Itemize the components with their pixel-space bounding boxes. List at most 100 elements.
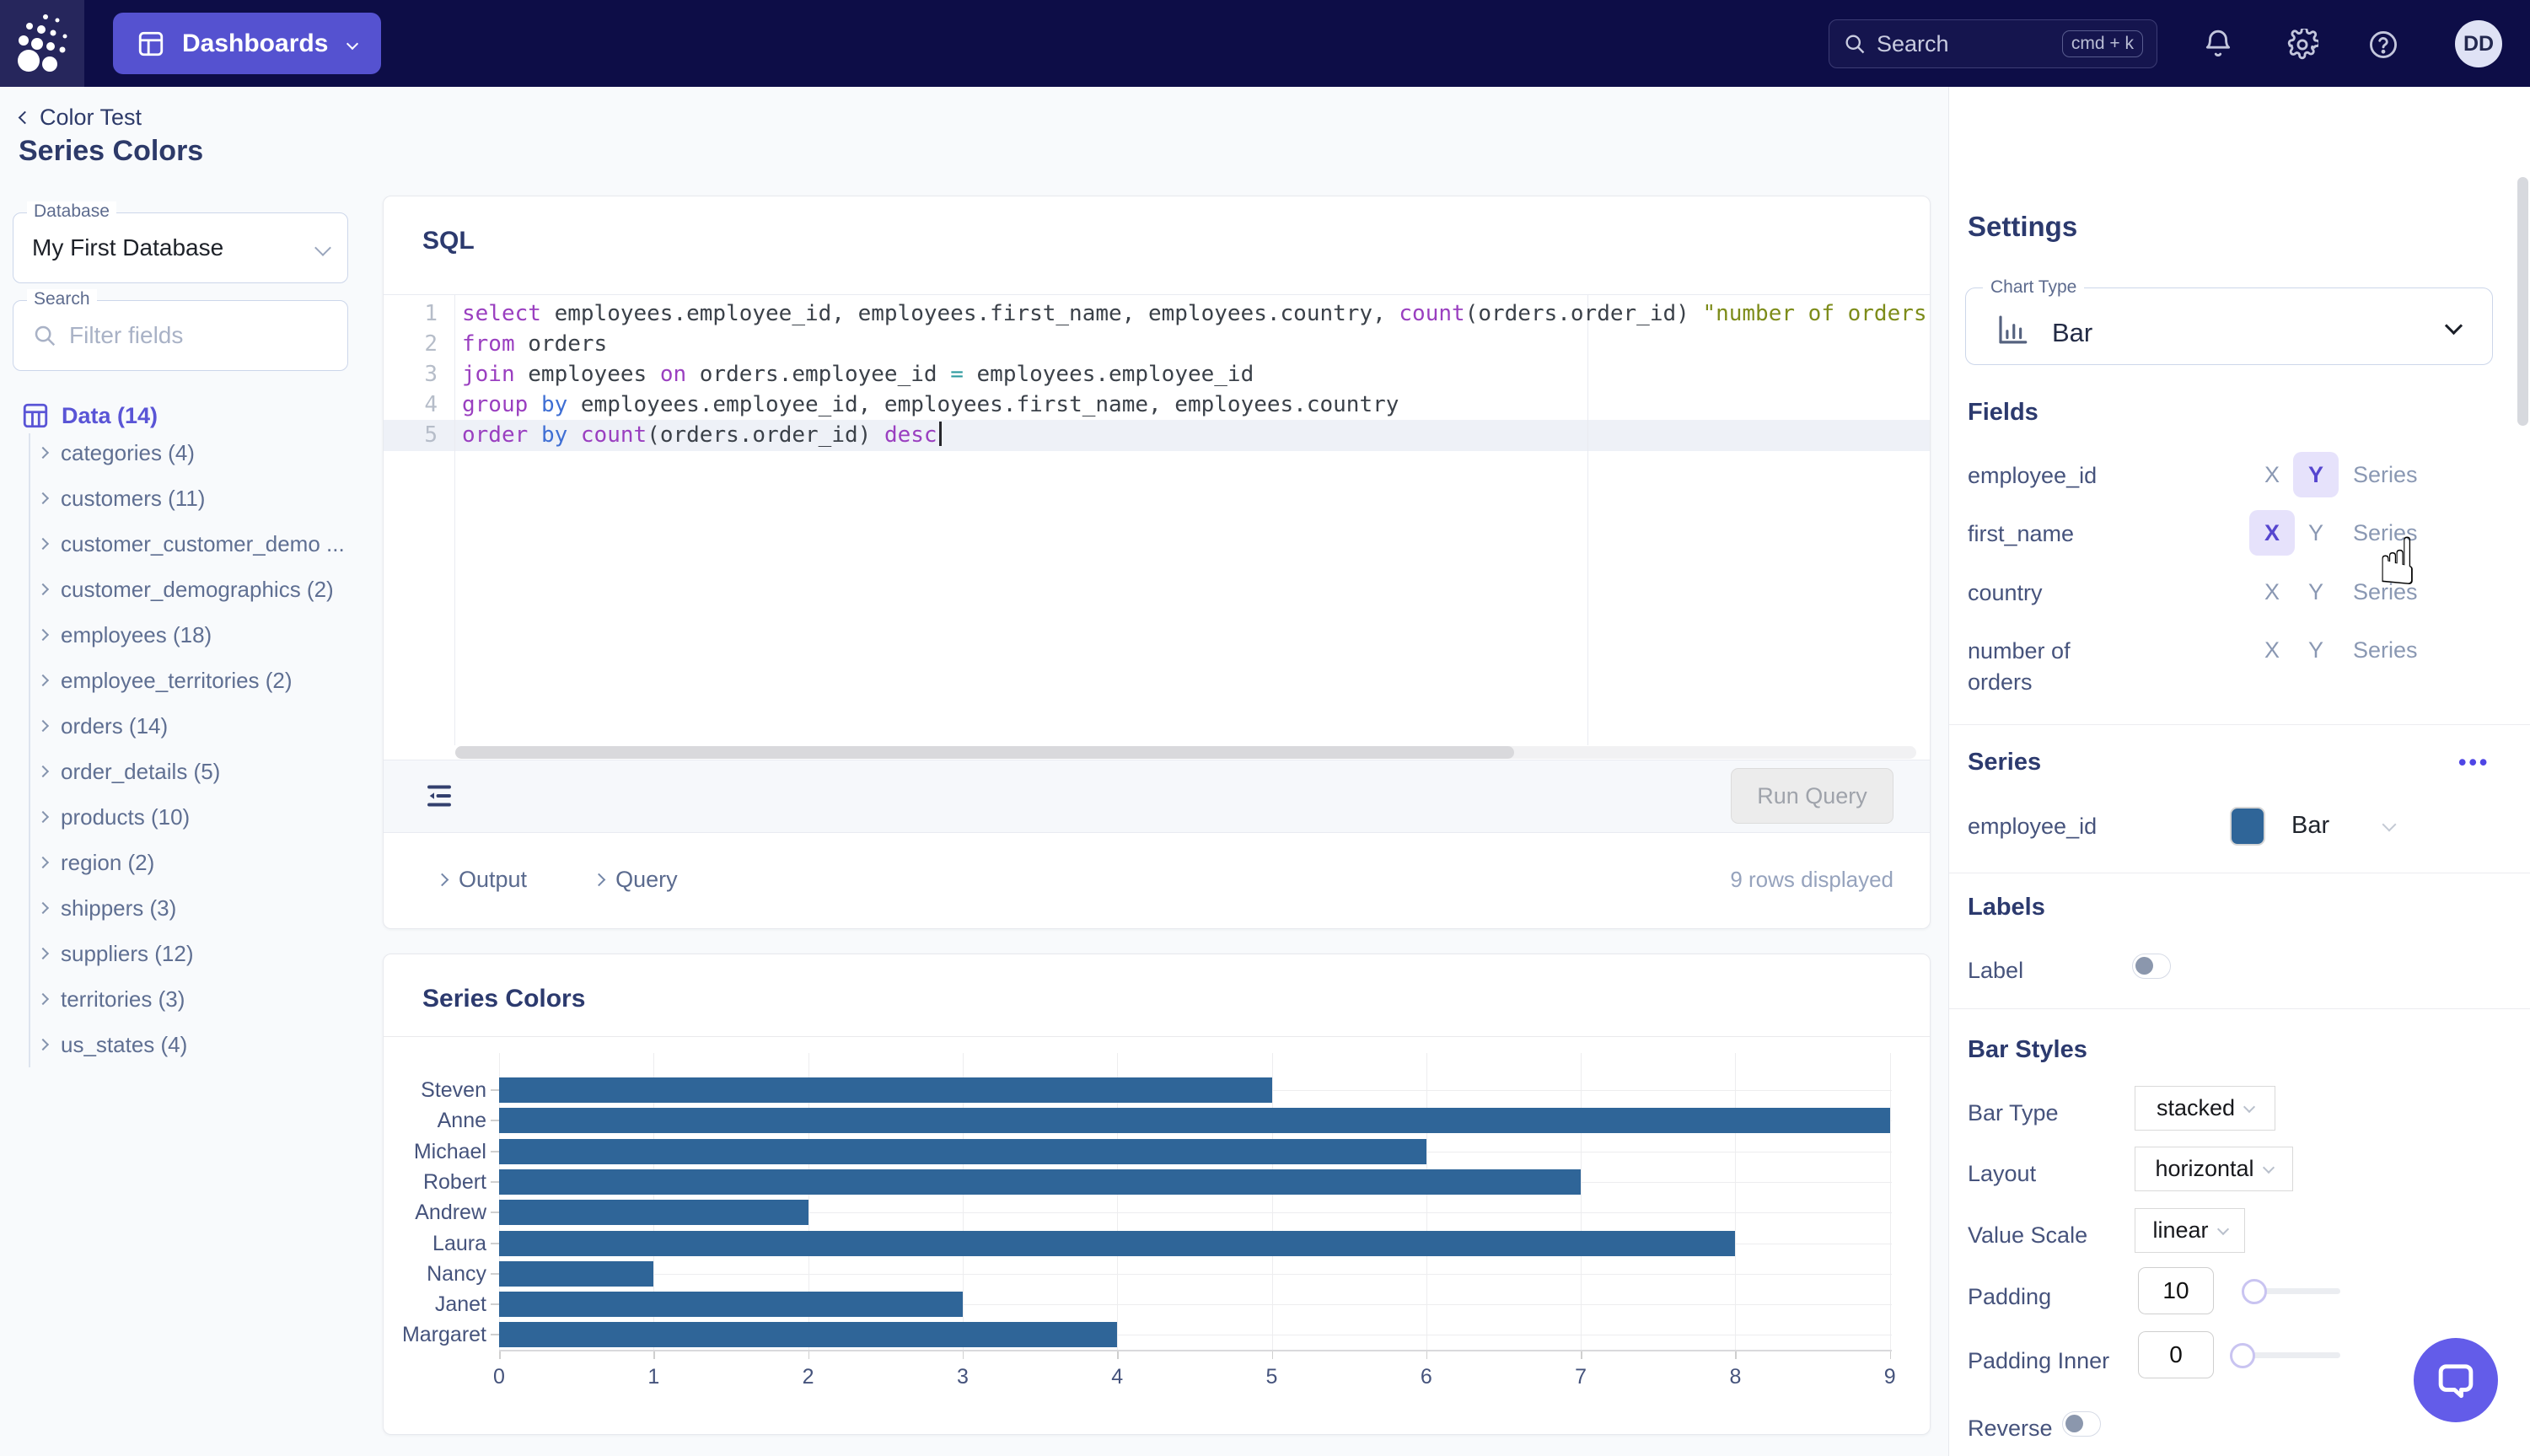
axis-toggle-y[interactable]: Y xyxy=(2293,569,2339,615)
breadcrumb-back-link[interactable]: Color Test xyxy=(20,105,142,131)
x-axis-line xyxy=(499,1350,1892,1351)
padding-inner-slider-track[interactable] xyxy=(2243,1352,2340,1358)
field-name-first_name: first_name xyxy=(1968,518,2119,550)
sidebar-data-root[interactable]: Data (14) xyxy=(21,401,158,430)
editor-toolbar: Run Query xyxy=(384,760,1930,833)
axis-toggle-x[interactable]: X xyxy=(2249,627,2295,673)
chat-support-button[interactable] xyxy=(2414,1338,2498,1422)
dashboards-menu-button[interactable]: Dashboards xyxy=(113,13,381,74)
bar-margaret[interactable] xyxy=(499,1322,1117,1347)
section-divider xyxy=(1949,724,2530,725)
axis-toggle-y[interactable]: Y xyxy=(2293,452,2339,497)
sql-code-editor[interactable]: 12345 select employees.employee_id, empl… xyxy=(384,294,1930,745)
sidebar-table-item[interactable]: region (2) xyxy=(39,840,154,885)
sidebar-table-item[interactable]: customer_demographics (2) xyxy=(39,567,334,612)
axis-toggle-series[interactable]: Series xyxy=(2353,452,2418,497)
bar-nancy[interactable] xyxy=(499,1261,653,1287)
run-query-button[interactable]: Run Query xyxy=(1731,768,1893,824)
sidebar-table-item[interactable]: customers (11) xyxy=(39,475,205,521)
chat-bubble-icon xyxy=(2434,1358,2478,1402)
label-toggle[interactable] xyxy=(2132,954,2171,979)
series-section-title: Series xyxy=(1968,749,2041,776)
output-section-toggle[interactable]: Output xyxy=(438,867,527,893)
global-search-input[interactable]: Search cmd + k xyxy=(1829,19,2157,68)
user-avatar[interactable]: DD xyxy=(2455,20,2502,67)
chevron-right-icon xyxy=(37,674,49,686)
page-title: Series Colors xyxy=(19,135,203,168)
sidebar-table-item[interactable]: customer_customer_demo ... xyxy=(39,521,345,567)
layout-value: horizontal xyxy=(2155,1156,2253,1182)
help-icon[interactable] xyxy=(2367,29,2401,62)
notifications-bell-icon[interactable] xyxy=(2202,29,2236,62)
layout-select[interactable]: horizontal xyxy=(2135,1147,2293,1191)
text-caret xyxy=(939,422,942,446)
x-axis-tick-label: 2 xyxy=(783,1365,834,1389)
bar-chart-icon xyxy=(1995,312,2030,347)
code-token: "number of orders" xyxy=(1702,301,1930,326)
padding-inner-input[interactable]: 0 xyxy=(2138,1331,2214,1378)
sidebar-table-item[interactable]: shippers (3) xyxy=(39,885,176,931)
x-axis-tick xyxy=(1581,1351,1582,1359)
toggle-knob xyxy=(2065,1415,2083,1432)
chevron-down-icon xyxy=(346,37,358,49)
sidebar-table-item[interactable]: categories (4) xyxy=(39,430,195,475)
panel-scrollbar-thumb[interactable] xyxy=(2517,177,2528,426)
axis-toggle-x[interactable]: X xyxy=(2249,510,2295,556)
sidebar-table-item[interactable]: employees (18) xyxy=(39,612,212,658)
editor-horizontal-scrollbar[interactable] xyxy=(455,746,1916,759)
sidebar-table-item[interactable]: us_states (4) xyxy=(39,1022,187,1067)
series-color-swatch[interactable] xyxy=(2230,807,2265,846)
app-logo[interactable] xyxy=(0,0,84,87)
chart-type-label: Chart Type xyxy=(1983,277,2084,298)
mouse-cursor: ☝ xyxy=(2377,524,2418,600)
bar-type-select[interactable]: stacked xyxy=(2135,1086,2275,1131)
bar-robert[interactable] xyxy=(499,1169,1581,1195)
bar-steven[interactable] xyxy=(499,1077,1272,1103)
code-token: orders.employee_id xyxy=(686,362,950,387)
axis-toggle-y[interactable]: Y xyxy=(2293,627,2339,673)
top-nav-bar: Dashboards Search cmd + k DD xyxy=(0,0,2530,87)
database-select-label: Database xyxy=(27,201,116,222)
axis-toggle-series[interactable]: Series xyxy=(2353,627,2418,673)
bar-andrew[interactable] xyxy=(499,1200,808,1225)
bar-anne[interactable] xyxy=(499,1108,1890,1133)
bar-laura[interactable] xyxy=(499,1231,1735,1256)
series-menu-icon[interactable]: ••• xyxy=(2458,749,2490,776)
fields-section-title: Fields xyxy=(1968,399,2039,427)
x-axis-tick xyxy=(963,1351,964,1359)
category-label: Laura xyxy=(385,1232,486,1256)
category-label: Steven xyxy=(385,1078,486,1103)
bar-janet[interactable] xyxy=(499,1292,963,1317)
sidebar-table-item[interactable]: orders (14) xyxy=(39,703,168,749)
sidebar-table-item[interactable]: order_details (5) xyxy=(39,749,220,794)
format-query-icon[interactable] xyxy=(424,781,454,811)
sidebar-table-item[interactable]: suppliers (12) xyxy=(39,931,194,976)
padding-input[interactable]: 10 xyxy=(2138,1267,2214,1314)
layout-label: Layout xyxy=(1968,1158,2119,1190)
bar-michael[interactable] xyxy=(499,1139,1426,1164)
database-select[interactable]: Database My First Database xyxy=(13,212,348,283)
chevron-right-icon xyxy=(37,766,49,777)
search-shortcut-badge: cmd + k xyxy=(2062,30,2143,57)
search-placeholder: Search xyxy=(1877,31,1949,57)
table-item-label: employees (18) xyxy=(61,622,212,648)
padding-slider-knob[interactable] xyxy=(2242,1279,2267,1304)
reverse-toggle[interactable] xyxy=(2062,1411,2101,1437)
sidebar-table-item[interactable]: territories (3) xyxy=(39,976,185,1022)
x-axis-tick-label: 6 xyxy=(1401,1365,1452,1389)
scrollbar-thumb[interactable] xyxy=(455,746,1514,759)
chart-type-select[interactable] xyxy=(1965,287,2493,365)
value-scale-select[interactable]: linear xyxy=(2135,1208,2245,1253)
sidebar-table-item[interactable]: products (10) xyxy=(39,794,190,840)
field-filter-input[interactable]: Search Filter fields xyxy=(13,300,348,371)
padding-inner-slider-knob[interactable] xyxy=(2230,1343,2255,1368)
axis-toggle-y[interactable]: Y xyxy=(2293,510,2339,556)
axis-toggle-x[interactable]: X xyxy=(2249,569,2295,615)
settings-gear-icon[interactable] xyxy=(2286,29,2320,62)
code-line: select employees.employee_id, employees.… xyxy=(462,298,1930,329)
field-name-number-of-orders: number of orders xyxy=(1968,636,2119,698)
query-section-toggle[interactable]: Query xyxy=(594,867,678,893)
axis-toggle-x[interactable]: X xyxy=(2249,452,2295,497)
sidebar-table-item[interactable]: employee_territories (2) xyxy=(39,658,293,703)
x-axis-tick xyxy=(653,1351,655,1359)
